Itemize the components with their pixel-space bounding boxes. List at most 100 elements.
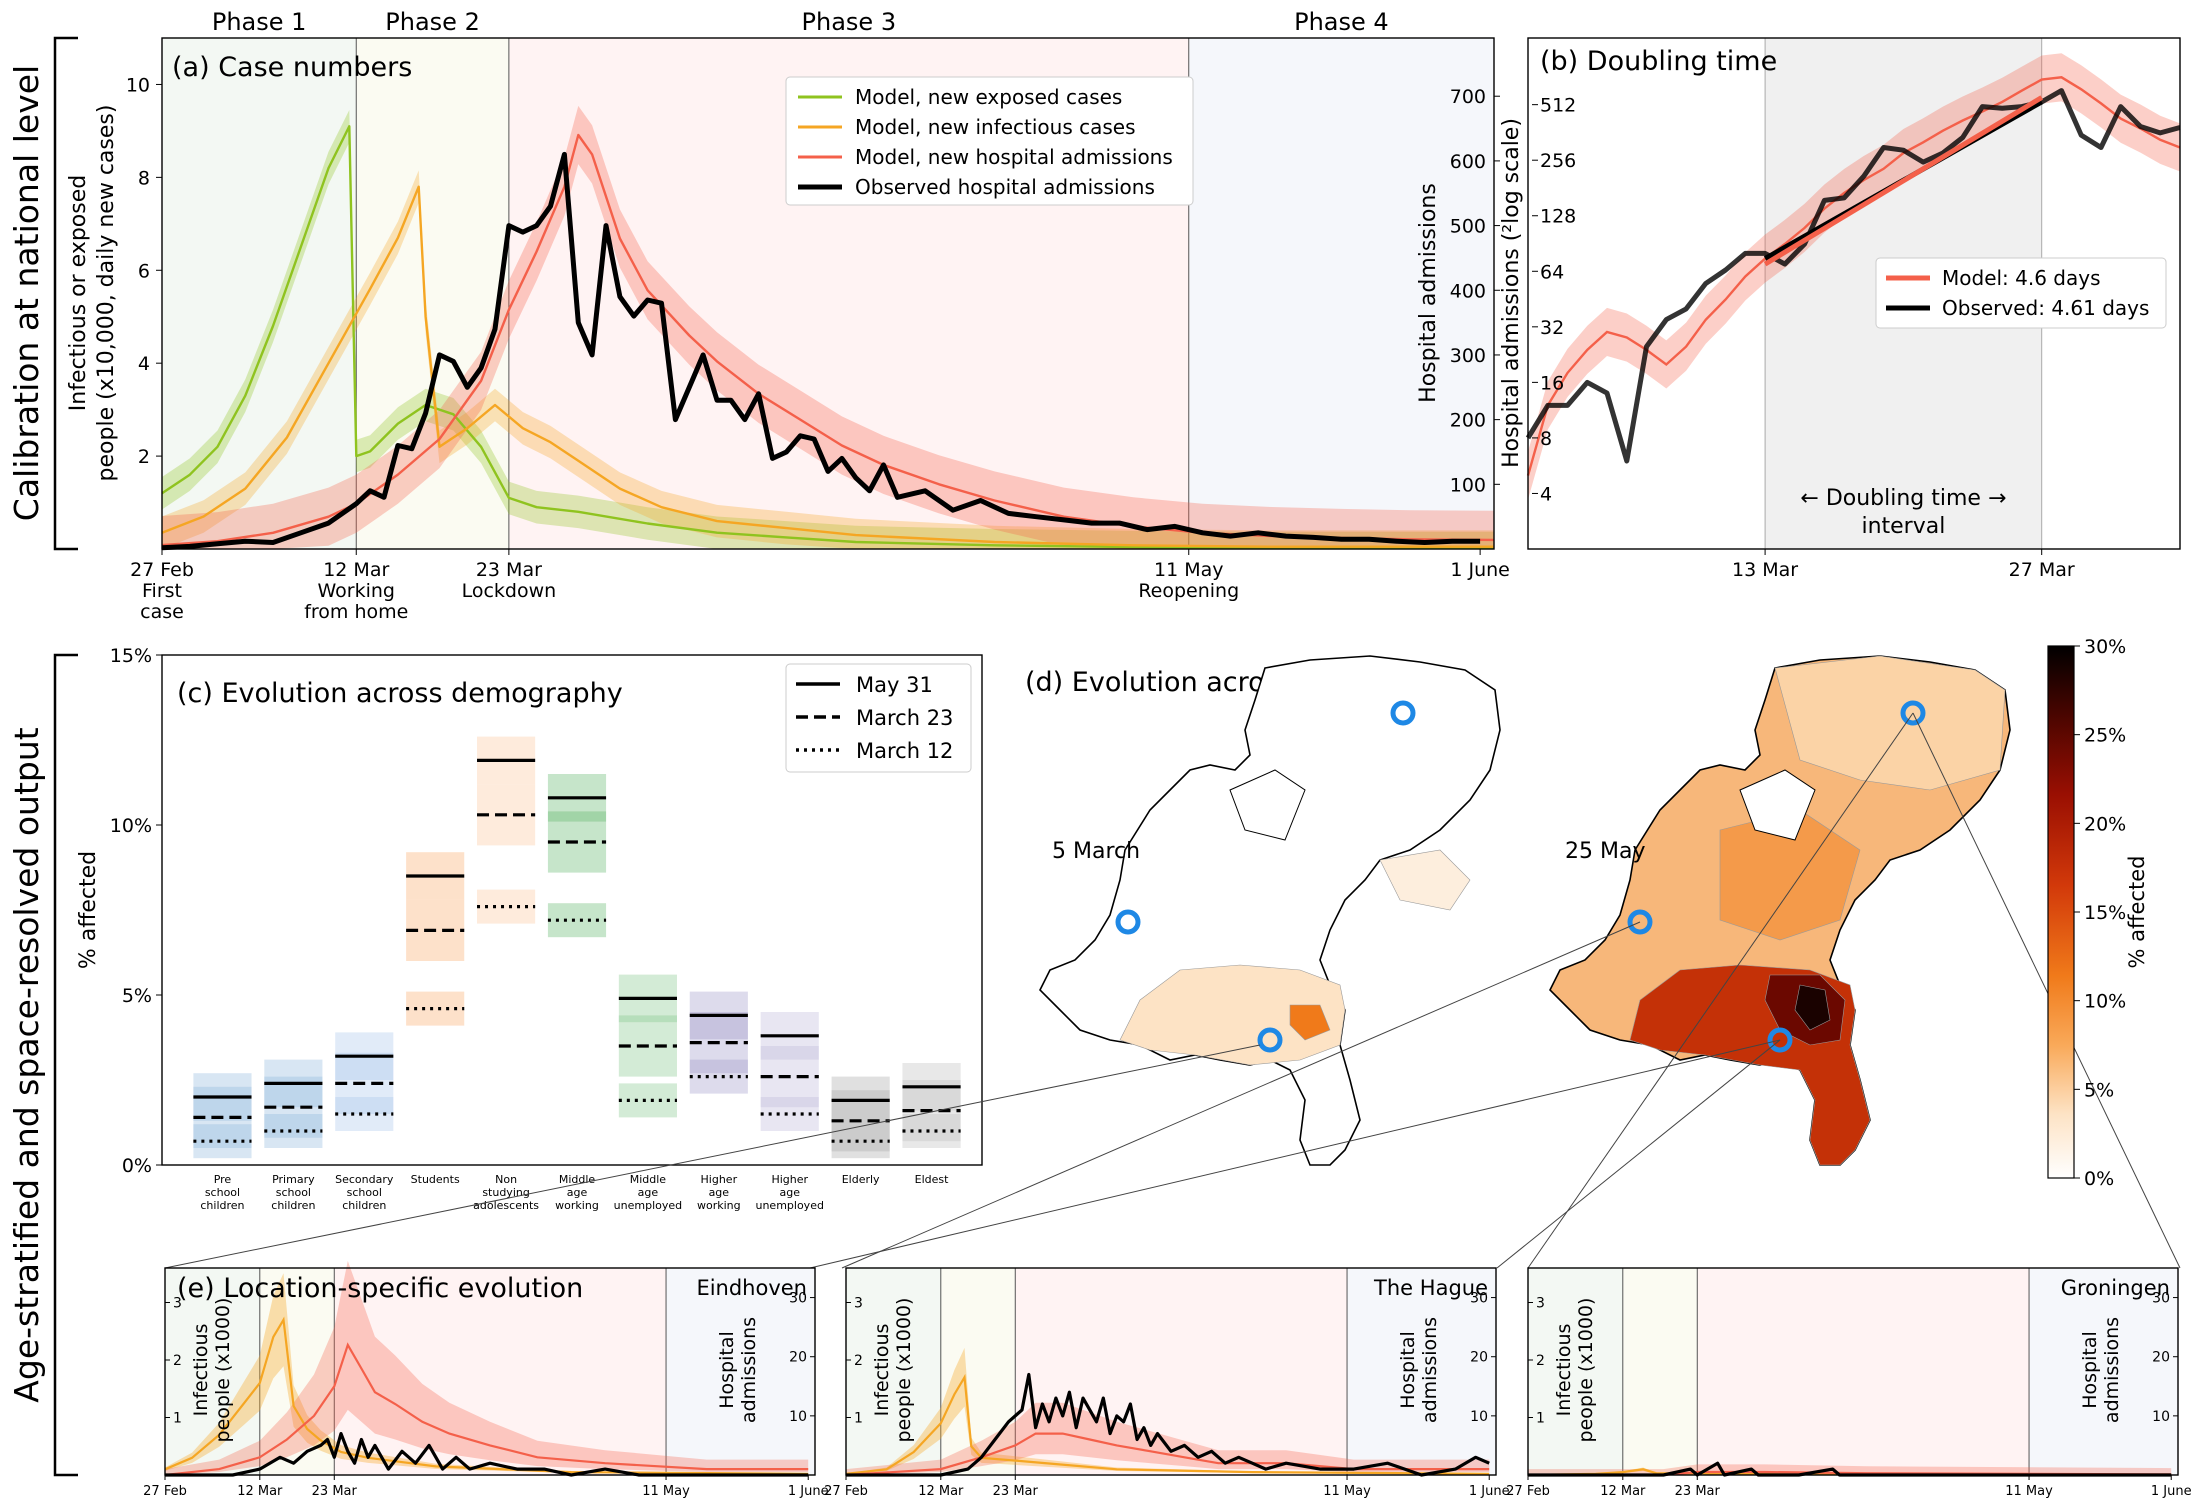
phase-label: Phase 2 xyxy=(385,8,480,36)
group-label: school xyxy=(347,1186,382,1199)
left-axis-label: Infectious xyxy=(1553,1324,1575,1417)
left-y-tick-label: 2 xyxy=(1536,1353,1545,1369)
left-y-tick-label: 1 xyxy=(1536,1411,1545,1427)
legend-entry: March 12 xyxy=(856,739,953,763)
colorbar-ticks: 0% 5% 10% 15% 20% 25% 30% xyxy=(2074,636,2126,1190)
left-y-tick-label: 1 xyxy=(173,1411,182,1427)
x-tick-label: 11 May xyxy=(1154,559,1224,581)
group-label: studying xyxy=(482,1186,530,1199)
phase-band xyxy=(1622,1268,1698,1475)
x-tick-label: 23 Mar xyxy=(476,559,542,581)
right-axis-label: admissions xyxy=(738,1317,760,1423)
right-y-tick-label: 400 xyxy=(1450,280,1486,302)
side-bracket-bottom xyxy=(53,653,78,1477)
subpanel-groningen: 1 2 3 10 20 30 Infectious people (x1000) Hospita… xyxy=(1506,1267,2192,1499)
map-25-may xyxy=(1549,655,2011,1166)
group-label: Middle xyxy=(630,1173,667,1186)
model-hospital-line xyxy=(845,1432,1490,1477)
right-y-tick-label: 20 xyxy=(2152,1350,2170,1366)
right-y-tick-label: 30 xyxy=(789,1291,807,1307)
y-tick-label: 15% xyxy=(110,645,152,667)
y-tick-label: 4 xyxy=(1540,483,1552,505)
x-tick-label: case xyxy=(140,601,184,623)
phase-band xyxy=(2029,1268,2178,1475)
y-tick-label: 5% xyxy=(122,985,152,1007)
x-tick-label: 23 Mar xyxy=(1675,1484,1721,1499)
phase-band xyxy=(162,38,357,549)
map-label-5-march: 5 March xyxy=(1052,839,1140,864)
hospital-band xyxy=(846,1402,1490,1475)
group-label: Higher xyxy=(771,1173,808,1186)
legend-entry: Model, new exposed cases xyxy=(855,85,1122,109)
group-label: age xyxy=(567,1186,588,1199)
y-tick-label: 512 xyxy=(1540,95,1576,117)
group-label: working xyxy=(555,1199,599,1212)
x-tick-label: First xyxy=(142,580,182,602)
legend: Model, new exposed cases Model, new infec… xyxy=(785,76,1194,206)
y-tick-label: 128 xyxy=(1540,206,1576,228)
model-band xyxy=(1528,53,2180,500)
left-y-tick-label: 3 xyxy=(1536,1296,1545,1312)
x-tick-label: 27 Feb xyxy=(824,1484,868,1499)
right-y-tick-label: 300 xyxy=(1450,345,1486,367)
left-axis-label: Infectious xyxy=(190,1324,212,1417)
phase-band xyxy=(334,1268,667,1475)
left-y-tick-label: 3 xyxy=(854,1296,863,1312)
infectious-line xyxy=(845,1373,1490,1475)
side-label-top: Calibration at national level xyxy=(7,65,46,521)
group-label: Middle xyxy=(559,1173,596,1186)
x-tick-label: 27 Feb xyxy=(143,1484,187,1499)
right-y-tick-label: 30 xyxy=(1470,1291,1488,1307)
plot-frame xyxy=(164,1267,816,1476)
left-axis-label: people (x1000) xyxy=(1575,1298,1597,1443)
phase-band xyxy=(1697,1268,2030,1475)
left-y-tick-label: 2 xyxy=(854,1353,863,1369)
panel-title: (e) Location-specific evolution xyxy=(177,1273,583,1304)
x-tick-label: 23 Mar xyxy=(993,1484,1039,1499)
panel-d-geography: (d) Evolution across geography 5 March 2… xyxy=(164,636,2181,1269)
marker-eindhoven-right xyxy=(1767,1027,1793,1053)
marker-the-hague-left xyxy=(1115,909,1141,935)
x-tick-label: 1 June xyxy=(1469,1484,1510,1499)
y-tick-label: 10 xyxy=(126,74,150,96)
y-tick-label: 4 xyxy=(138,353,150,375)
x-tick-label: Lockdown xyxy=(462,580,557,602)
phase-band xyxy=(356,38,509,549)
subpanel-eindhoven: 1 2 3 10 20 30 Infectious people (x1000) Hospita… xyxy=(143,1260,829,1499)
legend-box xyxy=(785,663,972,773)
right-axis-label: Hospital xyxy=(2079,1331,2101,1409)
side-label-bottom: Age-stratified and space-resolved output xyxy=(7,727,46,1402)
panel-a-case-numbers: Phase 1 Phase 2 Phase 3 Phase 4 (a) Case num… xyxy=(66,8,1510,623)
legend-box xyxy=(785,76,1194,206)
legend: May 31 March 23 March 12 xyxy=(785,663,972,773)
legend-entry: Model, new infectious cases xyxy=(855,115,1136,139)
x-tick-label: 12 Mar xyxy=(1600,1484,1646,1499)
group-label: school xyxy=(276,1186,311,1199)
plot-frame xyxy=(161,37,1495,550)
plot-frame xyxy=(1527,1267,2179,1476)
plot-frame xyxy=(845,1267,1497,1476)
y-tick-label: 2 xyxy=(138,446,150,468)
series-line xyxy=(161,185,1494,548)
left-axis-label: Infectious xyxy=(871,1324,893,1417)
x-tick-label: 13 Mar xyxy=(1732,559,1798,581)
phase-label: Phase 3 xyxy=(802,8,897,36)
map-outline-5-march xyxy=(1039,655,1501,1166)
left-y-tick-label: 2 xyxy=(173,1353,182,1369)
colorbar xyxy=(2047,645,2075,1179)
y-tick-label: 10% xyxy=(110,815,152,837)
legend-entry: Model, new hospital admissions xyxy=(855,145,1173,169)
map-region-north-25-may xyxy=(1774,655,2006,791)
legend-entry: Observed: 4.61 days xyxy=(1942,296,2149,320)
y-axis-label: Infectious or exposed xyxy=(66,175,91,411)
group-label: school xyxy=(205,1186,240,1199)
subpanel-the-hague: 1 2 3 10 20 30 Infectious people (x1000) Hospita… xyxy=(824,1267,1510,1499)
legend-entry: Observed hospital admissions xyxy=(855,175,1155,199)
group-label: Primary xyxy=(272,1173,315,1186)
right-y-tick-label: 10 xyxy=(1470,1409,1488,1425)
right-axis-label: Hospital xyxy=(716,1331,738,1409)
phase-label: Phase 1 xyxy=(212,8,307,36)
group-label: Non xyxy=(495,1173,517,1186)
x-tick-label: 1 June xyxy=(2151,1484,2192,1499)
